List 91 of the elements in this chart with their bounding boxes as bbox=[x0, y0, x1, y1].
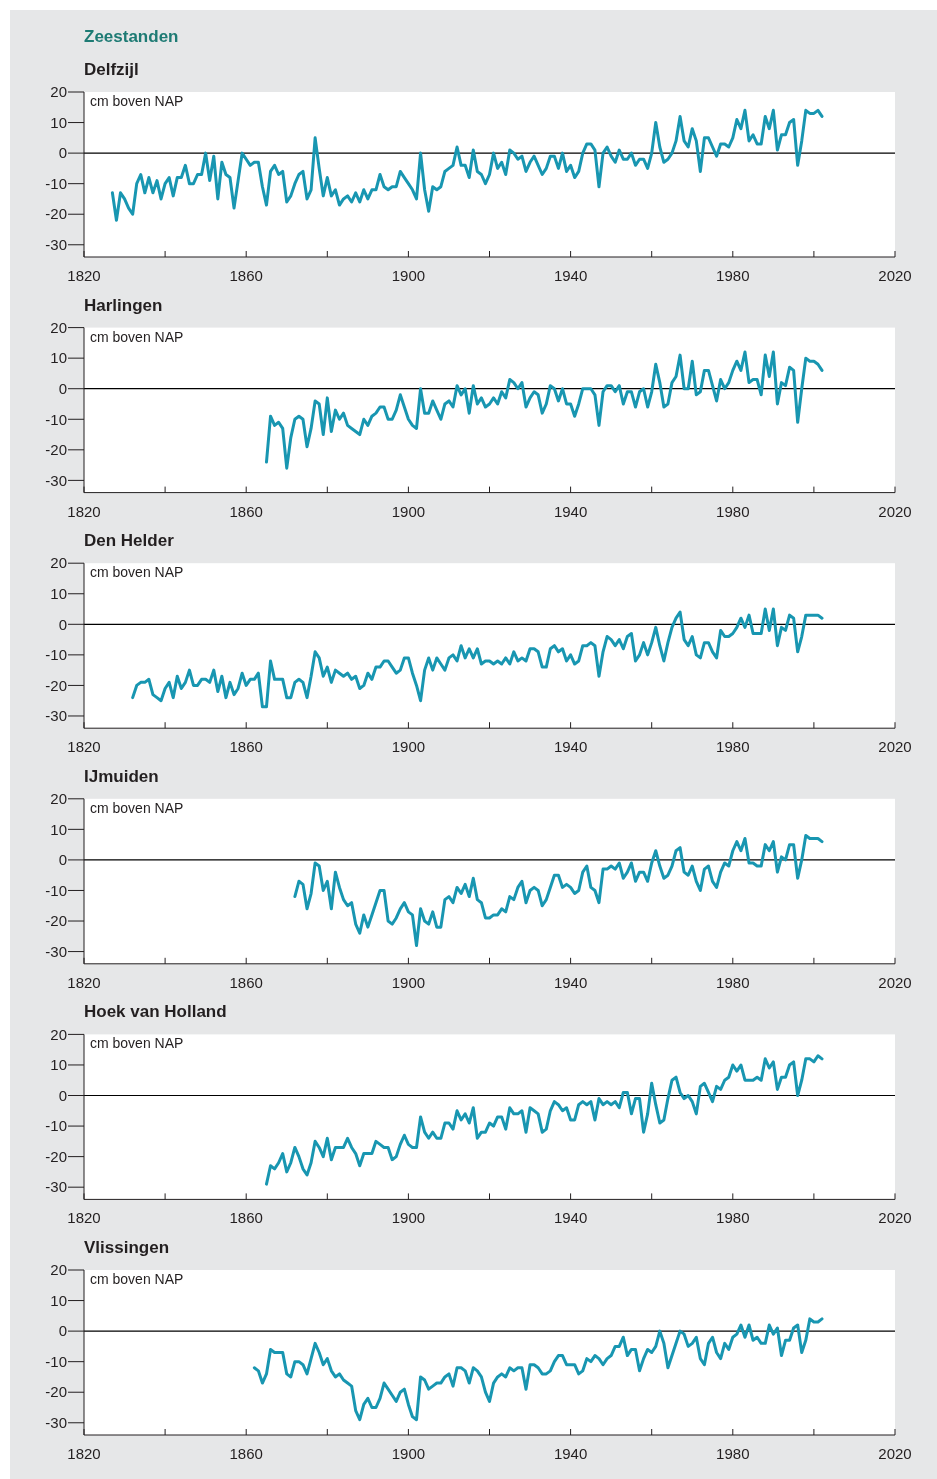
x-tick-label: 1940 bbox=[553, 1209, 588, 1227]
x-tick-label: 1820 bbox=[67, 738, 101, 756]
y-tick-label: -20 bbox=[45, 1147, 67, 1165]
y-tick-label: 10 bbox=[50, 820, 67, 838]
y-tick-label: -10 bbox=[45, 881, 67, 899]
x-tick-label: 1980 bbox=[716, 267, 750, 284]
y-tick-label: -30 bbox=[45, 942, 67, 960]
x-tick-label: 1860 bbox=[229, 267, 263, 284]
y-tick-label: 10 bbox=[50, 349, 67, 367]
y-tick-label: 20 bbox=[50, 1261, 67, 1279]
y-tick-label: -20 bbox=[45, 1383, 67, 1401]
y-tick-label: 20 bbox=[50, 790, 67, 808]
x-tick-label: 1900 bbox=[391, 267, 426, 284]
x-tick-label: 1940 bbox=[553, 738, 588, 756]
line-series bbox=[264, 1054, 824, 1186]
y-axis-title: cm boven NAP bbox=[90, 1271, 184, 1287]
x-tick-label: 1900 bbox=[391, 502, 426, 520]
y-axis-title: cm boven NAP bbox=[90, 1035, 184, 1052]
y-tick-label: 10 bbox=[50, 113, 67, 131]
x-tick-label: 1900 bbox=[391, 738, 426, 756]
x-tick-label: 1860 bbox=[229, 502, 263, 520]
x-tick-label: 2020 bbox=[878, 973, 912, 991]
line-series bbox=[264, 350, 824, 470]
x-tick-label: 1820 bbox=[67, 1445, 101, 1462]
y-tick-label: 0 bbox=[58, 851, 67, 869]
chart-title: Vlissingen bbox=[84, 1238, 170, 1257]
x-tick-label: 1940 bbox=[553, 973, 588, 991]
y-tick-label: 0 bbox=[58, 144, 67, 162]
y-axis-title: cm boven NAP bbox=[90, 93, 184, 109]
y-tick-label: 0 bbox=[58, 1322, 67, 1340]
x-tick-label: 1980 bbox=[716, 1209, 750, 1227]
y-tick-label: 10 bbox=[50, 1291, 67, 1309]
chart-title: Delfzijl bbox=[84, 60, 139, 79]
y-tick-label: -10 bbox=[45, 1117, 67, 1135]
x-tick-label: 1860 bbox=[229, 1209, 263, 1227]
y-tick-label: 20 bbox=[50, 554, 67, 572]
y-tick-label: -20 bbox=[45, 441, 67, 459]
chart-title: IJmuiden bbox=[84, 766, 159, 786]
x-tick-label: 1860 bbox=[229, 738, 263, 756]
x-tick-label: 1940 bbox=[553, 502, 588, 520]
y-tick-label: -10 bbox=[45, 1352, 67, 1370]
chart-title: Harlingen bbox=[84, 295, 163, 315]
y-tick-label: 0 bbox=[58, 615, 67, 633]
line-series bbox=[131, 607, 824, 709]
text: Zeestanden bbox=[84, 27, 179, 46]
chart-title: Hoek van Holland bbox=[84, 1002, 227, 1022]
x-tick-label: 2020 bbox=[878, 738, 912, 756]
y-axis-title: cm boven NAP bbox=[90, 564, 184, 581]
y-tick-label: -20 bbox=[45, 676, 67, 694]
x-tick-label: 2020 bbox=[878, 1209, 912, 1227]
x-tick-label: 1820 bbox=[67, 973, 101, 991]
x-tick-label: 2020 bbox=[878, 267, 912, 284]
chart-title: Den Helder bbox=[84, 531, 175, 551]
y-tick-label: -30 bbox=[45, 236, 67, 254]
y-tick-label: 10 bbox=[50, 585, 67, 603]
x-tick-label: 1900 bbox=[391, 1445, 426, 1462]
y-tick-label: 20 bbox=[50, 83, 67, 101]
y-tick-label: -10 bbox=[45, 174, 67, 192]
y-tick-label: -20 bbox=[45, 205, 67, 223]
y-tick-label: -10 bbox=[45, 410, 67, 428]
x-tick-label: 1980 bbox=[716, 1445, 750, 1462]
line-series bbox=[293, 833, 824, 947]
x-tick-label: 2020 bbox=[878, 502, 912, 520]
x-tick-label: 1940 bbox=[553, 1445, 588, 1462]
y-tick-label: -30 bbox=[45, 707, 67, 725]
x-tick-label: 1900 bbox=[391, 973, 426, 991]
x-tick-label: 1980 bbox=[716, 502, 750, 520]
x-tick-label: 1980 bbox=[716, 738, 750, 756]
x-tick-label: 1860 bbox=[229, 1445, 263, 1462]
x-tick-label: 1820 bbox=[67, 267, 101, 284]
y-tick-label: -20 bbox=[45, 912, 67, 930]
y-tick-label: 20 bbox=[50, 318, 67, 336]
line-series bbox=[252, 1317, 824, 1422]
line-series bbox=[110, 108, 824, 222]
y-tick-label: -30 bbox=[45, 1178, 67, 1196]
x-tick-label: 1980 bbox=[716, 973, 750, 991]
y-axis-title: cm boven NAP bbox=[90, 328, 184, 345]
y-tick-label: 20 bbox=[50, 1025, 67, 1043]
y-tick-label: -30 bbox=[45, 471, 67, 489]
x-tick-label: 1860 bbox=[229, 973, 263, 991]
y-axis-title: cm boven NAP bbox=[90, 799, 184, 816]
y-tick-label: 0 bbox=[58, 1086, 67, 1104]
x-tick-label: 1820 bbox=[67, 1209, 101, 1227]
y-tick-label: 10 bbox=[50, 1056, 67, 1074]
y-tick-label: 0 bbox=[58, 379, 67, 397]
y-tick-label: -10 bbox=[45, 646, 67, 664]
x-tick-label: 1820 bbox=[67, 502, 101, 520]
x-tick-label: 2020 bbox=[878, 1445, 912, 1462]
y-tick-label: -30 bbox=[45, 1414, 67, 1432]
x-tick-label: 1900 bbox=[391, 1209, 426, 1227]
x-tick-label: 1940 bbox=[553, 267, 588, 284]
